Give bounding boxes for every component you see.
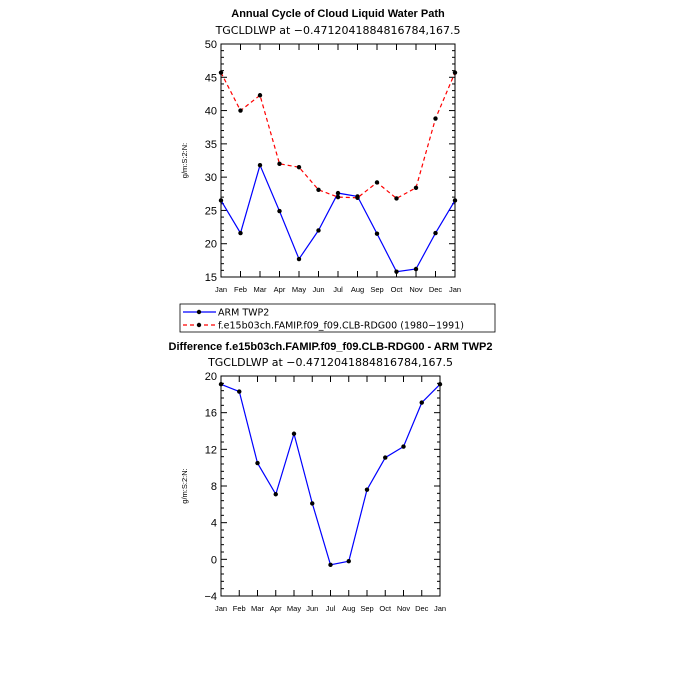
data-point: [218, 198, 224, 203]
data-point: [310, 501, 315, 506]
data-point: [218, 70, 224, 75]
x-tick-label: Oct: [391, 285, 404, 294]
x-tick-label: Dec: [415, 604, 429, 613]
data-point: [291, 431, 297, 436]
data-point: [413, 266, 419, 272]
x-tick-label: Aug: [342, 604, 355, 613]
x-tick-label: Feb: [233, 604, 246, 613]
x-tick-label: Sep: [370, 285, 383, 294]
y-axis-label: g/m:S:2:N:: [180, 468, 189, 503]
x-tick-label: Sep: [360, 604, 373, 613]
data-point: [277, 161, 282, 167]
data-point: [257, 162, 263, 168]
x-tick-label: Jan: [434, 604, 446, 613]
y-tick-label: 20: [205, 371, 217, 383]
data-point: [328, 562, 333, 568]
x-tick-label: Nov: [397, 604, 411, 613]
data-point: [296, 164, 302, 170]
x-tick-label: Jul: [333, 285, 343, 294]
data-point: [346, 558, 351, 564]
legend-box: [179, 303, 496, 333]
data-point: [277, 208, 282, 214]
series-line-1: [220, 163, 456, 273]
x-tick-label: Jan: [215, 604, 227, 613]
data-point: [218, 382, 224, 387]
x-tick-label: May: [287, 604, 301, 613]
chart-title: Difference f.e15b03ch.FAMIP.f09_f09.CLB-…: [169, 341, 493, 353]
y-tick-label: 4: [211, 518, 217, 530]
legend-marker: [196, 309, 202, 315]
y-tick-label: 50: [205, 39, 217, 51]
data-point: [296, 256, 302, 262]
chart-subtitle: TGCLDLWP at −0.4712041884816784,167.5: [207, 356, 453, 369]
x-tick-label: Mar: [254, 285, 267, 294]
data-point: [316, 187, 321, 192]
y-tick-label: 30: [205, 172, 217, 184]
data-point: [374, 231, 380, 236]
data-point: [394, 269, 399, 274]
plot-frame: [220, 43, 456, 278]
y-tick-label: 16: [205, 408, 217, 420]
data-point: [452, 198, 458, 203]
y-tick-label: 25: [205, 205, 217, 217]
x-tick-label: Jan: [449, 285, 461, 294]
legend-marker: [196, 322, 202, 328]
y-tick-label: 45: [205, 72, 217, 84]
x-tick-label: Jun: [312, 285, 324, 294]
data-point: [255, 460, 260, 466]
x-tick-label: Oct: [379, 604, 392, 613]
legend: ARM TWP2 f.e15b03ch.FAMIP.f09_f09.CLB-RDG…: [179, 303, 496, 333]
y-tick-label: 12: [205, 444, 217, 456]
x-tick-label: Dec: [429, 285, 443, 294]
y-tick-label: 40: [205, 106, 217, 118]
y-tick-label: 0: [211, 554, 217, 566]
chart-1: Annual Cycle of Cloud Liquid Water Path T…: [179, 8, 496, 333]
data-point: [401, 444, 406, 449]
chart-subtitle: TGCLDLWP at −0.4712041884816784,167.5: [215, 24, 461, 37]
data-point: [355, 195, 360, 200]
data-point: [364, 487, 370, 492]
data-point: [374, 180, 380, 185]
y-tick-label: 8: [211, 481, 217, 493]
x-tick-label: Feb: [234, 285, 247, 294]
x-tick-label: Jul: [326, 604, 336, 613]
data-point: [238, 108, 243, 113]
legend-entry: f.e15b03ch.FAMIP.f09_f09.CLB-RDG00 (1980…: [218, 321, 464, 332]
x-tick-label: Aug: [351, 285, 364, 294]
x-tick-label: Apr: [270, 604, 282, 613]
data-point: [238, 230, 243, 236]
data-point: [394, 196, 399, 201]
x-tick-label: Jan: [215, 285, 227, 294]
legend-entry: ARM TWP2: [218, 308, 269, 319]
data-point: [316, 228, 321, 233]
y-tick-label: 15: [205, 272, 217, 284]
x-tick-label: Apr: [274, 285, 286, 294]
y-tick-label: 20: [205, 239, 217, 251]
data-point: [273, 492, 278, 497]
chart-title: Annual Cycle of Cloud Liquid Water Path: [231, 8, 445, 20]
data-point: [335, 194, 341, 200]
data-point: [433, 116, 438, 121]
data-point: [383, 455, 388, 460]
y-axis-label: g/m:S:2:N:: [180, 143, 189, 178]
data-point: [419, 400, 424, 405]
data-point: [437, 382, 443, 387]
y-tick-label: −4: [204, 591, 217, 603]
data-point: [413, 185, 419, 190]
x-tick-label: Jun: [306, 604, 318, 613]
series-line-1: [220, 383, 441, 566]
x-tick-label: Mar: [251, 604, 264, 613]
x-tick-label: Nov: [409, 285, 423, 294]
data-point: [257, 93, 263, 98]
data-point: [335, 190, 341, 196]
data-point: [452, 70, 458, 75]
y-tick-label: 35: [205, 139, 217, 151]
x-tick-label: May: [292, 285, 306, 294]
chart-2: Difference f.e15b03ch.FAMIP.f09_f09.CLB-…: [169, 341, 493, 613]
data-point: [433, 230, 438, 236]
data-point: [237, 389, 242, 394]
